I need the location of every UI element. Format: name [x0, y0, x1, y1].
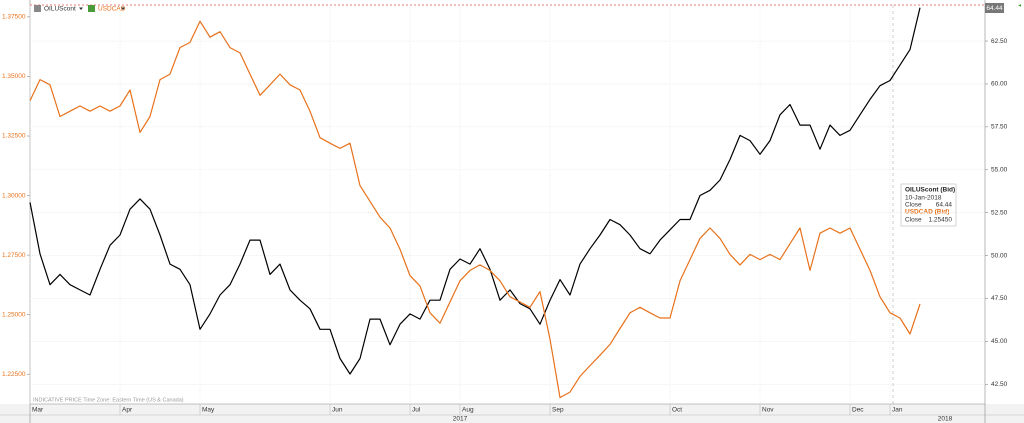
y-tick-label: 1.30000	[2, 192, 26, 199]
y-tick-label: 1.37500	[2, 14, 26, 21]
legend-label[interactable]: OILUScont	[44, 6, 76, 13]
legend-label[interactable]: USDCAD	[98, 6, 126, 13]
y-tick-label: 1.27500	[2, 252, 26, 259]
x-tick-label: Nov	[762, 407, 774, 414]
tooltip-title: OILUScont (Bid)	[905, 187, 955, 194]
y2-tick-label: 55.00	[991, 166, 1008, 173]
last-value-box	[985, 3, 1004, 13]
y-tick-label: 1.32500	[2, 133, 26, 140]
last-value: 64.44	[986, 5, 1003, 12]
y2-tick-label: 57.50	[991, 124, 1008, 131]
x-tick-label: Aug	[462, 407, 474, 414]
tooltip-label: Close	[905, 217, 922, 224]
y2-tick-label: 60.00	[991, 81, 1008, 88]
x-tick-label: May	[202, 407, 215, 414]
tooltip-value: 1.25450	[929, 217, 953, 224]
dropdown-arrow[interactable]	[121, 7, 125, 11]
x-tick-label: Jun	[332, 407, 343, 414]
legend-icon[interactable]	[34, 5, 41, 12]
y-tick-label: 1.22500	[2, 371, 26, 378]
y2-tick-label: 42.50	[991, 381, 1008, 388]
tooltip-date: 10-Jan-2018	[905, 195, 942, 202]
up-arrow-icon	[1015, 4, 1021, 11]
series-line	[29, 20, 921, 399]
y2-tick-label: 62.50	[991, 38, 1008, 45]
axis-band	[0, 404, 1024, 423]
x-tick-label: Dec	[852, 407, 864, 414]
y-tick-label: 1.35000	[2, 73, 26, 80]
series-line	[29, 7, 921, 375]
y-tick-label: 1.25000	[2, 311, 26, 318]
x-tick-label: Sep	[552, 407, 564, 414]
tooltip-value: 64.44	[936, 202, 953, 209]
year-label: 2017	[453, 416, 468, 423]
legend-icon[interactable]	[88, 5, 95, 12]
footer-note: INDICATIVE PRICE Time Zone: Eastern Time…	[33, 397, 184, 403]
x-tick-label: Mar	[32, 407, 44, 414]
tooltip-title: USDCAD (Bid)	[905, 209, 949, 216]
y2-tick-label: 45.00	[991, 338, 1008, 345]
tooltip	[900, 183, 957, 227]
y2-tick-label: 47.50	[991, 295, 1008, 302]
y2-tick-label: 52.50	[991, 209, 1008, 216]
x-tick-label: Jul	[412, 407, 421, 414]
year-label: 2018	[938, 416, 953, 423]
x-tick-label: Apr	[122, 407, 133, 414]
dropdown-arrow[interactable]	[79, 7, 83, 11]
x-tick-label: Oct	[672, 407, 682, 414]
tooltip-label: Close	[905, 202, 922, 209]
x-tick-label: Jan	[892, 407, 903, 414]
y2-tick-label: 50.00	[991, 252, 1008, 259]
